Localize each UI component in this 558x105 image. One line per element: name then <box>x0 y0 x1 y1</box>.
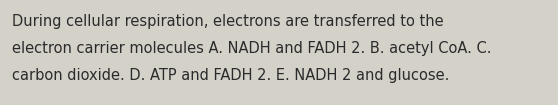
Text: carbon dioxide. D. ATP and FADH 2. E. NADH 2 and glucose.: carbon dioxide. D. ATP and FADH 2. E. NA… <box>12 68 449 83</box>
Text: electron carrier molecules A. NADH and FADH 2. B. acetyl CoA. C.: electron carrier molecules A. NADH and F… <box>12 41 492 56</box>
Text: During cellular respiration, electrons are transferred to the: During cellular respiration, electrons a… <box>12 14 444 29</box>
